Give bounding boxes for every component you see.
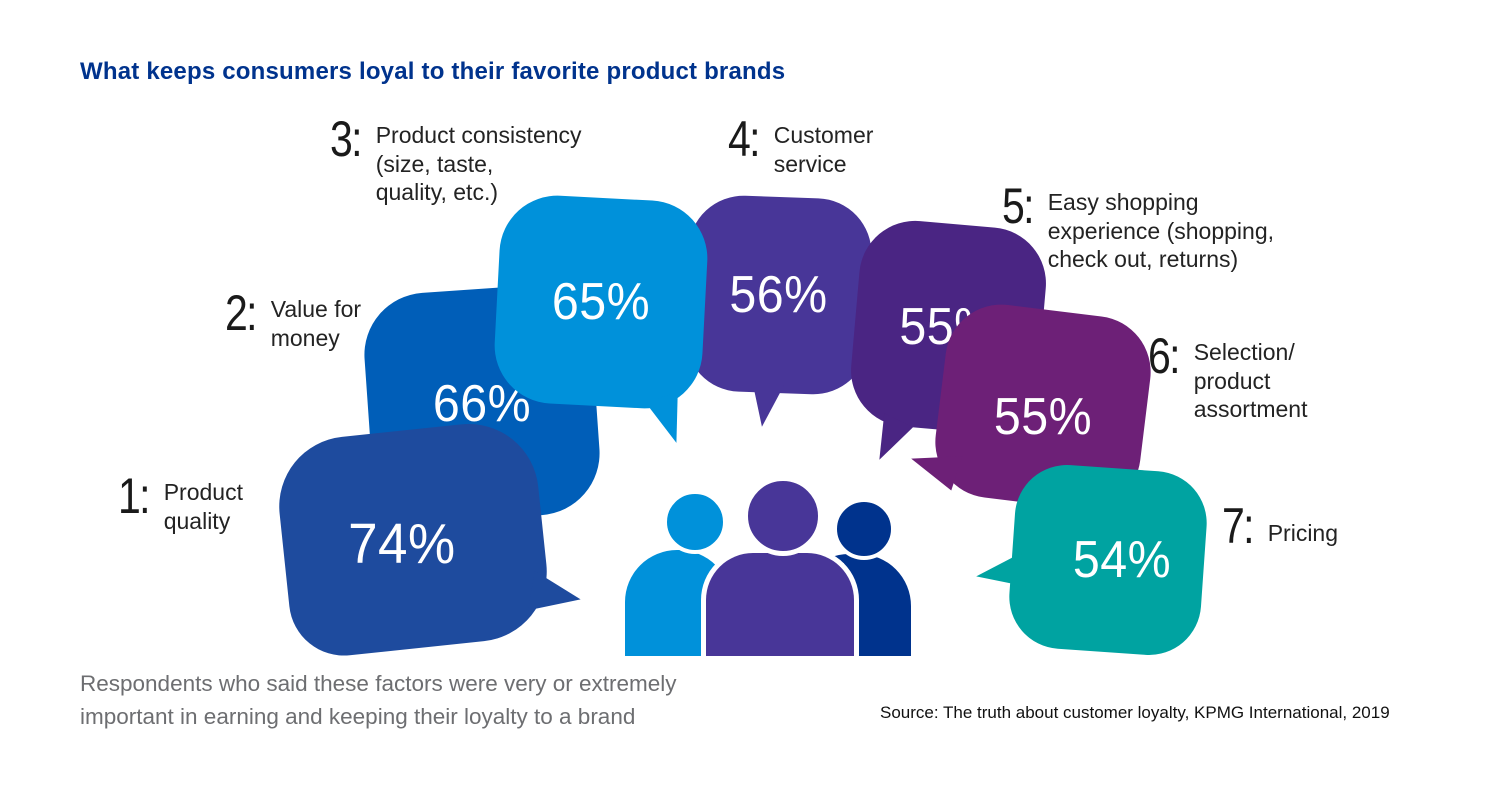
chart-title: What keeps consumers loyal to their favo… — [80, 58, 786, 85]
speech-bubble-4: 56% — [683, 193, 874, 430]
factor-text-4: Customer service — [773, 122, 874, 177]
person-left-head-icon — [663, 490, 727, 554]
percentage-value-6: 55% — [993, 388, 1093, 446]
factor-label-2: 2: Value for money — [225, 285, 362, 352]
factor-label-5: 5: Easy shopping experience (shopping, c… — [1002, 178, 1275, 274]
speech-bubble-3: 65% — [491, 192, 711, 449]
factor-label-4: 4: Customer service — [728, 111, 874, 178]
factor-text-5: Easy shopping experience (shopping, chec… — [1047, 189, 1275, 273]
person-right-head-icon — [833, 498, 895, 560]
person-middle-body-icon — [701, 548, 859, 656]
factor-text-3: Product consistency (size, taste, qualit… — [375, 122, 582, 206]
rank-number-3: 3: — [330, 111, 363, 167]
factor-label-1: 1: Product quality — [118, 468, 243, 535]
factor-label-7: 7: Pricing — [1222, 498, 1339, 554]
factor-text-7: Pricing — [1267, 520, 1339, 546]
percentage-value-7: 54% — [1072, 531, 1172, 589]
factor-text-1: Product quality — [163, 479, 243, 534]
speech-bubble-1: 74% — [272, 417, 585, 661]
rank-number-7: 7: — [1222, 498, 1255, 554]
factor-label-3: 3: Product consistency (size, taste, qua… — [330, 111, 582, 207]
source-credit: Source: The truth about customer loyalty… — [880, 703, 1390, 722]
percentage-value-3: 65% — [551, 273, 651, 331]
speech-bubble-7: 54% — [973, 461, 1211, 659]
factor-text-6: Selection/ product assortment — [1193, 339, 1308, 423]
bubble-tail-1 — [527, 570, 585, 620]
speech-bubble-6: 55% — [905, 298, 1158, 516]
percentage-value-4: 56% — [729, 266, 828, 324]
rank-number-5: 5: — [1002, 178, 1035, 234]
rank-number-2: 2: — [225, 285, 258, 341]
rank-number-6: 6: — [1148, 328, 1181, 384]
rank-number-4: 4: — [728, 111, 761, 167]
factor-text-2: Value for money — [270, 296, 362, 351]
rank-number-1: 1: — [118, 468, 151, 524]
percentage-value-1: 74% — [348, 512, 456, 576]
person-middle-head-icon — [743, 476, 823, 556]
footnote: Respondents who said these factors were … — [80, 671, 677, 729]
people-group — [615, 470, 935, 656]
factor-label-6: 6: Selection/ product assortment — [1148, 328, 1308, 424]
